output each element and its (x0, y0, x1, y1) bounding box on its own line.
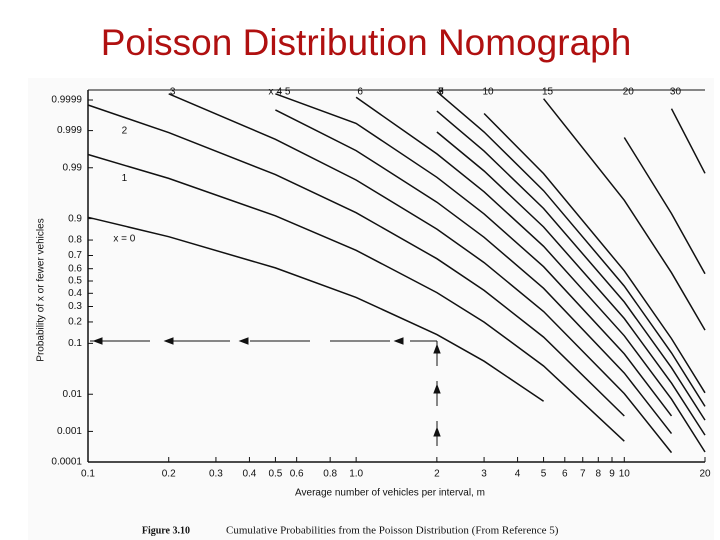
curve-label: 8 (438, 87, 444, 98)
y-tick-label: 0.9 (68, 213, 82, 224)
x-tick-label: 0.8 (323, 469, 337, 480)
x-tick-label: 9 (609, 469, 615, 480)
curve (87, 153, 625, 442)
y-tick-label: 0.7 (68, 250, 82, 261)
x-tick-label: 6 (562, 469, 568, 480)
y-tick-label: 0.2 (68, 317, 82, 328)
curve (436, 110, 706, 421)
x-tick-label: 1.0 (349, 469, 363, 480)
x-tick-label: 10 (619, 469, 631, 480)
y-tick-label: 0.6 (68, 263, 82, 274)
x-tick-label: 2 (434, 469, 440, 480)
curve-label: 3 (170, 87, 176, 98)
reading-example (90, 337, 441, 462)
y-axis-label: Probability of x or fewer vehicles (36, 218, 47, 361)
y-tick-label: 0.1 (68, 338, 82, 349)
x-tick-label: 5 (541, 469, 547, 480)
curve-label: x = 0 (113, 234, 135, 245)
curve-label: 2 (122, 125, 128, 136)
curve (168, 93, 673, 454)
x-tick-label: 0.2 (162, 469, 176, 480)
y-tick-label: 0.999 (57, 125, 82, 136)
curve-label: 4 (277, 87, 283, 98)
y-tick-label: 0.99 (63, 162, 83, 173)
curve-label: 9 (438, 87, 444, 98)
x-axis-label: Average number of vehicles per interval,… (295, 488, 485, 499)
x-tick-label: 20 (699, 469, 711, 480)
y-tick-label: 0.5 (68, 276, 82, 287)
curve-label: 7 (438, 87, 444, 98)
curve-label: x = 5 (268, 87, 290, 98)
curve (436, 91, 706, 407)
caption-text: Cumulative Probabilities from the Poisso… (226, 525, 559, 537)
x-tick-label: 4 (515, 469, 521, 480)
curve (275, 93, 673, 417)
curve-label: 20 (623, 87, 635, 98)
curve-label: 10 (483, 87, 495, 98)
y-tick-label: 0.9999 (51, 95, 82, 106)
curve-label: 6 (357, 87, 363, 98)
y-tick-label: 0.3 (68, 301, 82, 312)
curve (543, 98, 706, 331)
caption-label: Figure 3.10 (142, 525, 190, 536)
x-tick-label: 0.3 (209, 469, 223, 480)
arrow-heads (92, 337, 441, 437)
curve (436, 131, 706, 436)
curve (623, 137, 706, 275)
curve (355, 96, 706, 453)
curve (87, 216, 545, 402)
y-tick-label: 0.4 (68, 288, 82, 299)
x-tick-label: 0.4 (242, 469, 256, 480)
x-tick-label: 0.6 (290, 469, 304, 480)
y-tick-label: 0.8 (68, 235, 82, 246)
curve (87, 104, 625, 417)
curve-label: 30 (670, 87, 682, 98)
x-tick-label: 7 (580, 469, 586, 480)
x-tick-label: 0.5 (268, 469, 282, 480)
curve-label: 15 (542, 87, 554, 98)
y-tick-label: 0.0001 (51, 457, 82, 468)
curve (670, 108, 706, 174)
x-tick-label: 8 (596, 469, 602, 480)
x-tick-label: 3 (481, 469, 487, 480)
curve-label: 1 (122, 173, 128, 184)
x-tick-label: 0.1 (81, 469, 95, 480)
y-tick-label: 0.01 (63, 389, 83, 400)
y-tick-label: 0.001 (57, 426, 82, 437)
curve (483, 112, 706, 394)
curve (275, 109, 673, 435)
chart-title: Poisson Distribution Nomograph (101, 22, 632, 63)
